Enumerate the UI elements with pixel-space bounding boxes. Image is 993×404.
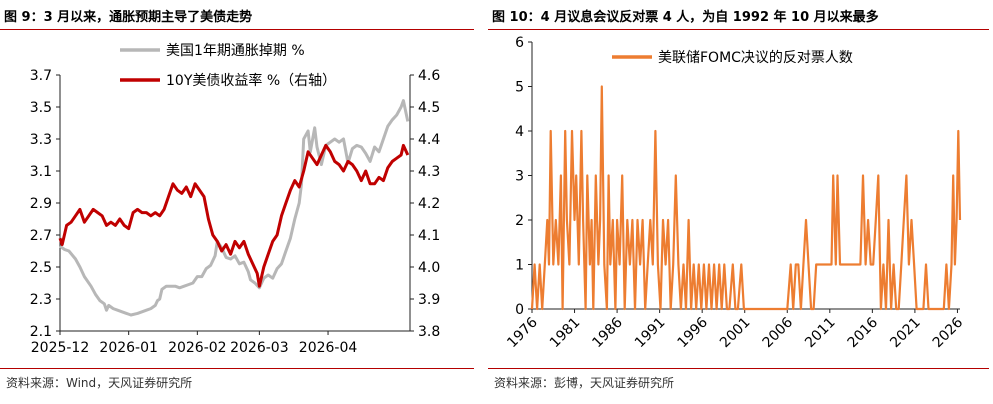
x-tick-label: 2026-03 [230,340,289,356]
y-tick-label: 6 [515,35,524,51]
right-source-rule [488,368,989,369]
x-tick-label: 1981 [547,315,584,352]
x-tick-label: 2021 [887,315,924,352]
y-left-tick-label: 2.5 [30,260,52,276]
x-tick-label: 2026 [930,314,967,351]
legend-label-dissents: 美联储FOMC决议的反对票人数 [658,50,853,66]
y-right-tick-label: 3.9 [418,292,440,308]
x-tick-label: 1986 [589,314,626,351]
right-title-rule [488,29,989,30]
y-left-tick-label: 3.5 [30,100,52,116]
left-title-rule [0,29,474,30]
y-left-tick-label: 2.3 [30,292,52,308]
x-tick-label: 1996 [674,314,711,351]
y-left-tick-label: 2.7 [30,228,52,244]
y-tick-label: 4 [515,124,524,140]
left-source-note: 资料来源：Wind，天风证券研究所 [6,376,193,390]
y-tick-label: 3 [515,169,524,185]
left-figure-title: 图 9：3 月以来，通胀预期主导了美债走势 [4,10,253,25]
y-left-tick-label: 2.1 [30,324,52,340]
right-figure-title: 图 10：4 月议息会议反对票 4 人，为自 1992 年 10 月以来最多 [492,10,879,25]
y-tick-label: 1 [515,258,524,274]
legend-label-treasury-yield: 10Y美债收益率 %（右轴） [166,72,336,89]
y-right-tick-label: 4.4 [418,132,440,148]
y-tick-label: 0 [515,302,524,318]
left-chart-svg: 2.1 2.3 2.5 2.7 2.9 3.1 3.3 3.5 3.7 3.8 3.9 4.0 4.1 4… [30,43,441,356]
y-left-tick-label: 2.9 [30,196,52,212]
y-tick-label: 2 [515,213,524,229]
legend-label-inflation-swap: 美国1年期通胀掉期 % [166,43,305,59]
left-source-rule [0,368,474,369]
y-left-tick-label: 3.7 [30,68,52,84]
x-tick-label: 2026-02 [168,340,227,356]
x-tick-label: 1991 [632,315,669,352]
y-right-tick-label: 4.5 [418,100,440,116]
x-tick-label: 1976 [504,314,541,351]
x-tick-label: 2001 [717,315,754,352]
y-left-tick-label: 3.1 [30,164,52,180]
x-tick-label: 2011 [802,315,839,352]
inflation-swap-line [59,99,410,317]
left-chart-panel: 图 9：3 月以来，通胀预期主导了美债走势 2.1 2.3 2.5 2.7 2.9 3.1… [0,0,478,404]
x-tick-label: 2026-04 [299,340,358,356]
y-right-tick-label: 4.0 [418,260,440,276]
y-right-tick-label: 4.3 [418,164,440,180]
y-left-tick-label: 3.3 [30,132,52,148]
right-chart-panel: 图 10：4 月议息会议反对票 4 人，为自 1992 年 10 月以来最多 0… [488,0,993,404]
y-right-tick-label: 4.1 [418,228,440,244]
dissent-count-line [530,85,962,311]
y-right-tick-label: 4.6 [418,68,440,84]
treasury-yield-line [58,143,410,288]
y-right-tick-label: 3.8 [418,324,440,340]
y-right-tick-label: 4.2 [418,196,440,212]
x-tick-label: 2016 [845,314,882,351]
y-tick-label: 5 [515,80,524,96]
right-source-note: 资料来源：彭博，天风证券研究所 [494,376,675,390]
x-tick-label: 2026-01 [99,340,158,356]
x-tick-label: 2025-12 [31,340,90,356]
x-tick-label: 2006 [760,314,797,351]
